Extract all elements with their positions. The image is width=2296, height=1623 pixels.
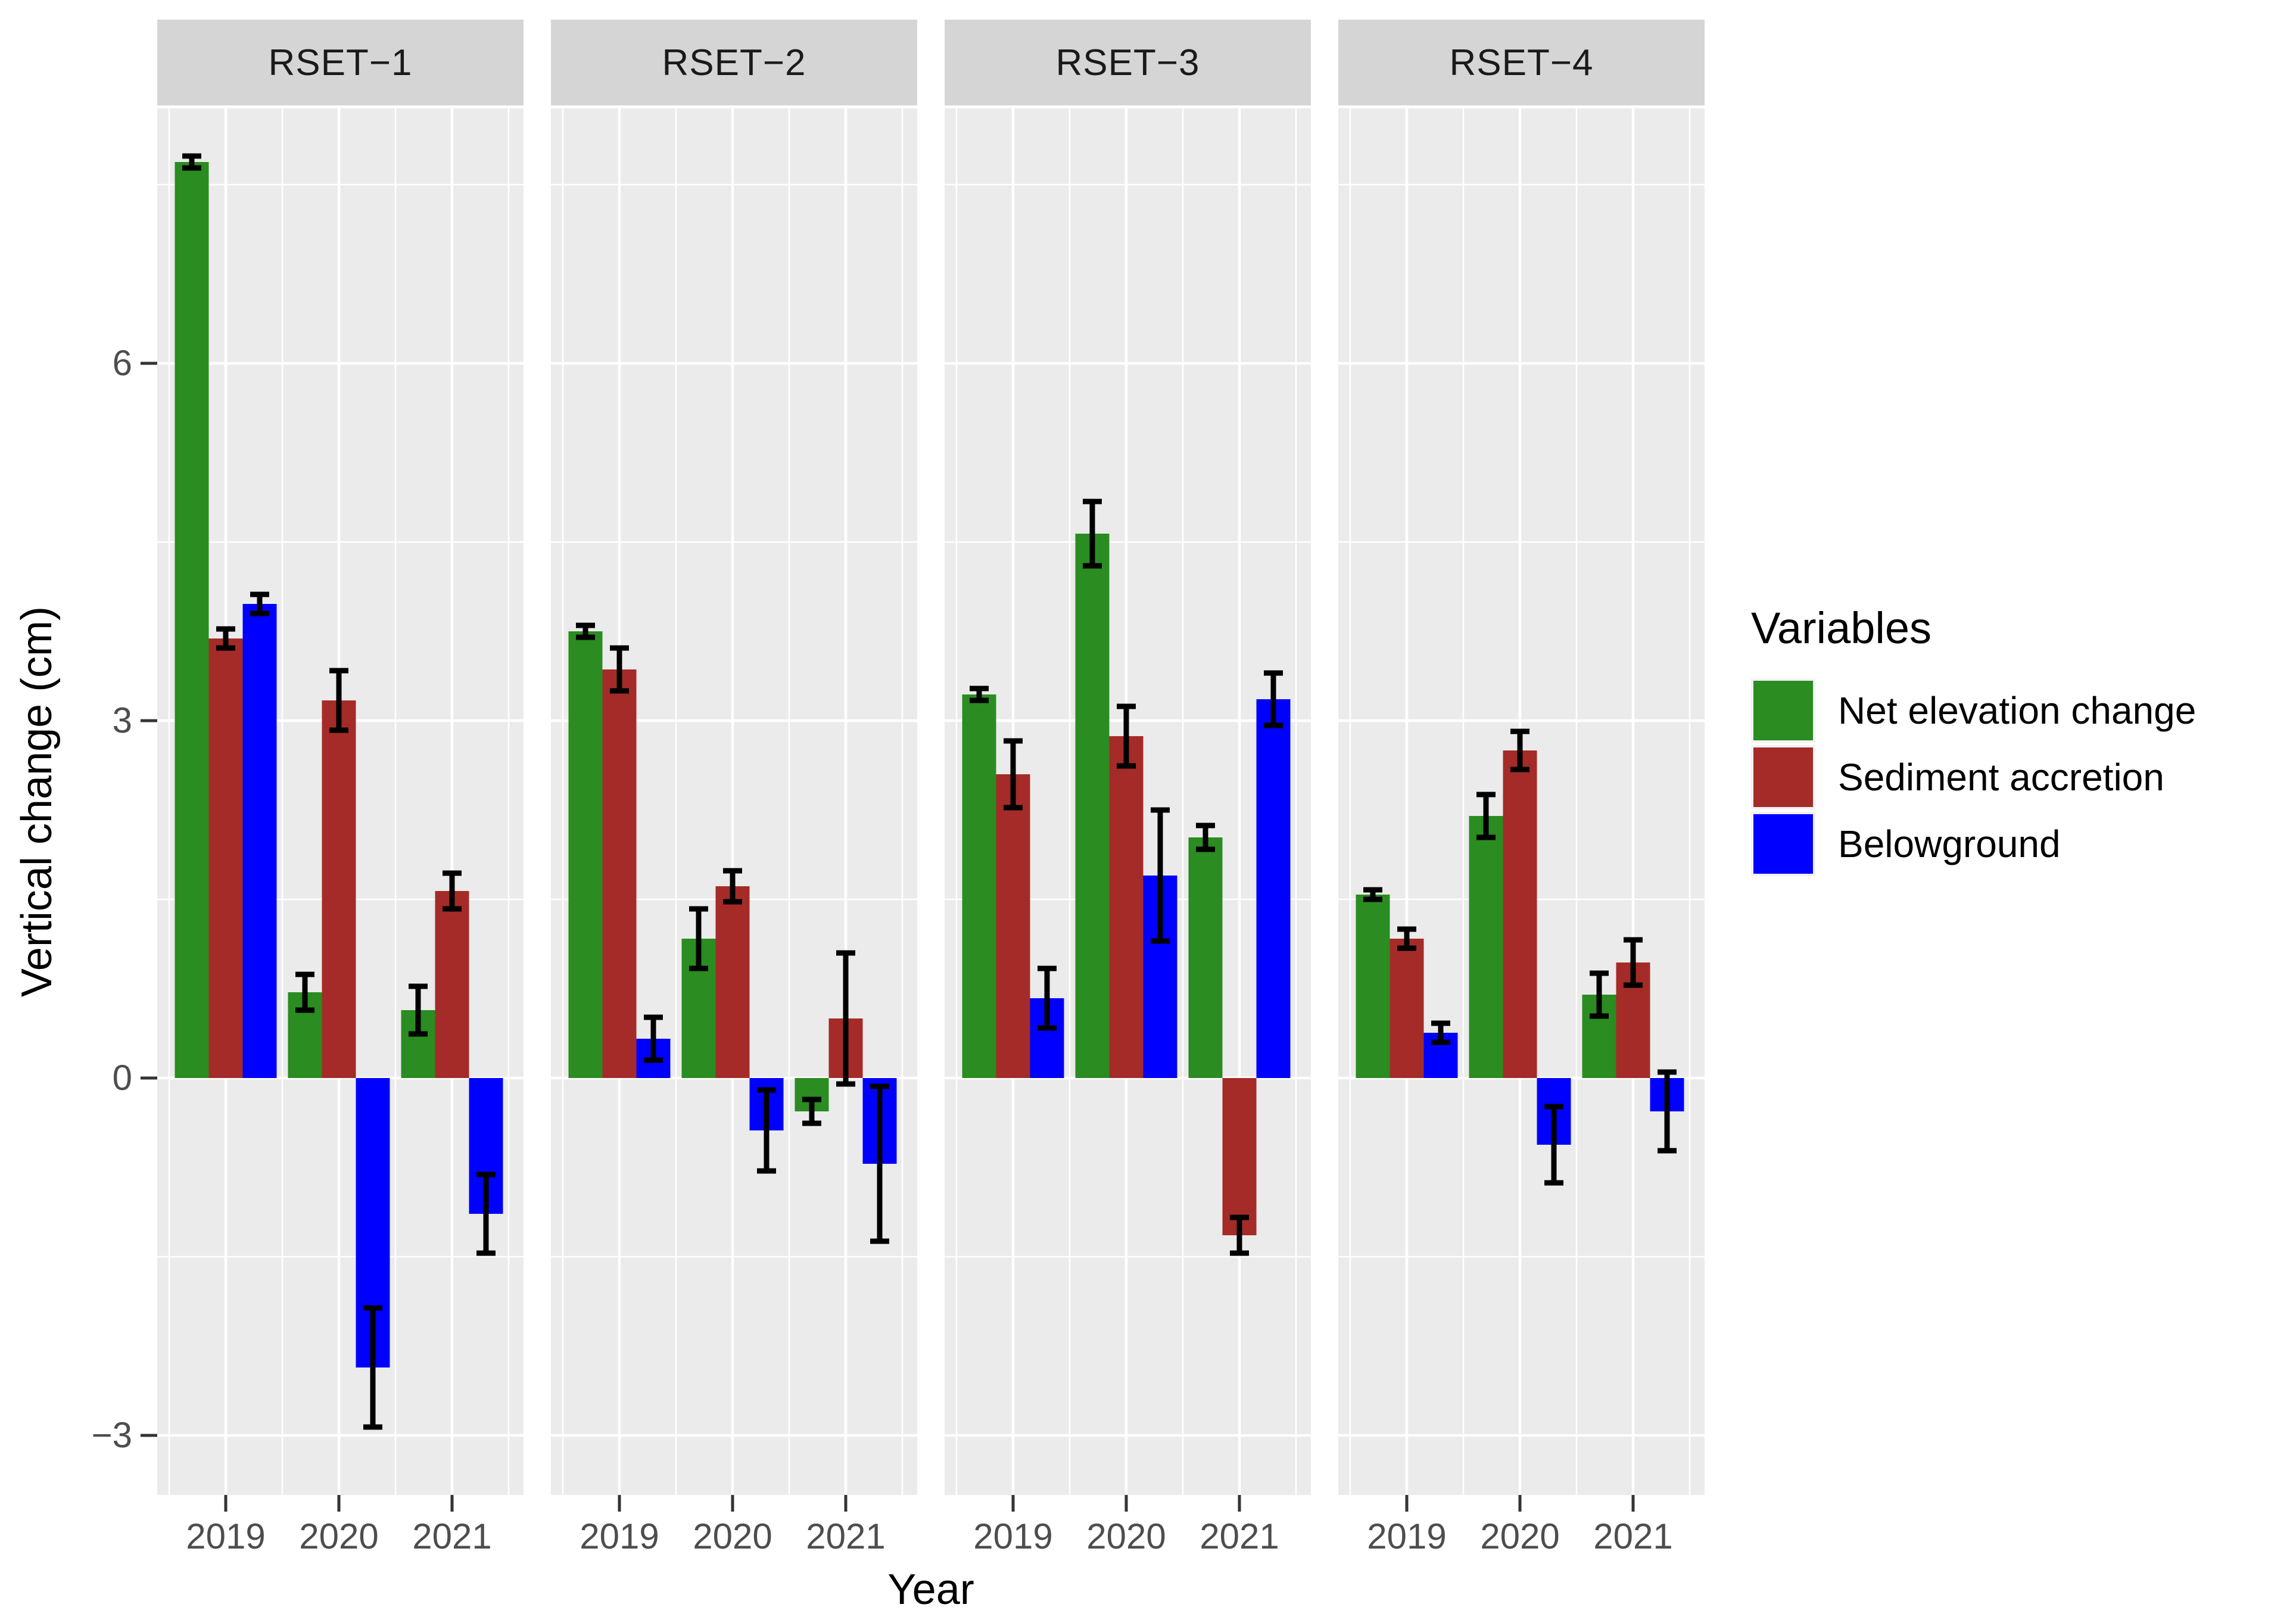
legend-item: Sediment accretion xyxy=(1751,745,2196,809)
x-tick-label: 2019 xyxy=(186,1516,266,1556)
x-tick-mark xyxy=(1405,1495,1409,1512)
legend-item-label: Net elevation change xyxy=(1838,689,2197,732)
x-tick-mark xyxy=(1518,1495,1522,1512)
x-tick-mark xyxy=(731,1495,734,1512)
legend-title: Variables xyxy=(1751,603,1932,653)
legend-item-label: Sediment accretion xyxy=(1838,756,2164,799)
bar-2019-net-elevation-change xyxy=(962,694,996,1078)
bar-2020-sediment-accretion xyxy=(1109,736,1144,1078)
y-tick-label: 3 xyxy=(112,700,132,740)
x-tick-mark xyxy=(1631,1495,1635,1512)
y-tick-mark xyxy=(141,719,157,722)
bar-2019-belowground xyxy=(242,604,277,1078)
y-tick-mark xyxy=(141,1434,157,1437)
legend-item: Net elevation change xyxy=(1751,678,2196,743)
x-tick-label: 2021 xyxy=(1200,1516,1279,1556)
x-tick-label: 2021 xyxy=(412,1516,492,1556)
x-tick-label: 2019 xyxy=(580,1516,659,1556)
bar-2021-net-elevation-change xyxy=(1188,837,1223,1078)
bar-2019-net-elevation-change xyxy=(175,162,209,1078)
y-tick-label: 6 xyxy=(112,343,132,383)
facet-strip-label: RSET−1 xyxy=(268,42,413,83)
x-tick-label: 2020 xyxy=(693,1516,772,1556)
bar-2020-sediment-accretion xyxy=(715,886,750,1078)
bar-2019-net-elevation-change xyxy=(1356,895,1390,1078)
x-tick-label: 2019 xyxy=(1367,1516,1447,1556)
legend-swatch xyxy=(1753,747,1813,807)
x-tick-mark xyxy=(224,1495,228,1512)
facet-strip-label: RSET−2 xyxy=(662,42,806,83)
x-tick-mark xyxy=(450,1495,454,1512)
bar-2020-sediment-accretion xyxy=(322,700,356,1078)
bar-2019-sediment-accretion xyxy=(1390,939,1424,1078)
x-tick-label: 2019 xyxy=(973,1516,1053,1556)
facet-strip: RSET−1 xyxy=(157,20,524,105)
legend-item-label: Belowground xyxy=(1838,823,2061,865)
x-tick-mark xyxy=(1124,1495,1128,1512)
y-tick-mark xyxy=(141,1076,157,1080)
bar-2019-net-elevation-change xyxy=(568,631,603,1078)
bar-2019-sediment-accretion xyxy=(996,774,1030,1078)
bar-2021-belowground xyxy=(1256,699,1291,1078)
x-tick-mark xyxy=(844,1495,848,1512)
facet-strip: RSET−3 xyxy=(945,20,1311,105)
bar-2019-sediment-accretion xyxy=(208,638,243,1078)
legend-key xyxy=(1751,678,1815,743)
legend-key xyxy=(1751,745,1815,809)
x-tick-mark xyxy=(1238,1495,1241,1512)
bar-2020-net-elevation-change xyxy=(1075,534,1110,1078)
y-tick-mark xyxy=(141,362,157,365)
y-axis-title: Vertical change (cm) xyxy=(13,606,61,998)
x-tick-label: 2020 xyxy=(299,1516,379,1556)
facet-strip-label: RSET−3 xyxy=(1055,42,1200,83)
legend-swatch xyxy=(1753,681,1813,740)
legend-item: Belowground xyxy=(1751,812,2196,876)
y-tick-label: 0 xyxy=(112,1058,132,1098)
y-tick-label: −3 xyxy=(91,1415,132,1455)
bar-2021-sediment-accretion xyxy=(1222,1078,1257,1235)
facet-strip: RSET−4 xyxy=(1338,20,1705,105)
legend-swatch xyxy=(1753,814,1813,874)
x-tick-mark xyxy=(337,1495,341,1512)
x-tick-label: 2021 xyxy=(806,1516,886,1556)
bar-2020-sediment-accretion xyxy=(1503,750,1537,1078)
bar-2020-net-elevation-change xyxy=(1469,816,1503,1078)
bar-2019-sediment-accretion xyxy=(602,669,637,1078)
legend: Variables Net elevation change Sediment a… xyxy=(1751,603,2196,879)
x-axis-title: Year xyxy=(887,1566,974,1613)
facet-strip: RSET−2 xyxy=(551,20,917,105)
x-tick-label: 2020 xyxy=(1480,1516,1560,1556)
x-tick-label: 2021 xyxy=(1593,1516,1673,1556)
facet-strip-label: RSET−4 xyxy=(1449,42,1594,83)
bar-2021-sediment-accretion xyxy=(435,891,469,1078)
legend-key xyxy=(1751,812,1815,876)
x-tick-mark xyxy=(618,1495,621,1512)
x-tick-mark xyxy=(1011,1495,1015,1512)
x-tick-label: 2020 xyxy=(1086,1516,1166,1556)
legend-items: Net elevation change Sediment accretion Be… xyxy=(1751,678,2196,879)
